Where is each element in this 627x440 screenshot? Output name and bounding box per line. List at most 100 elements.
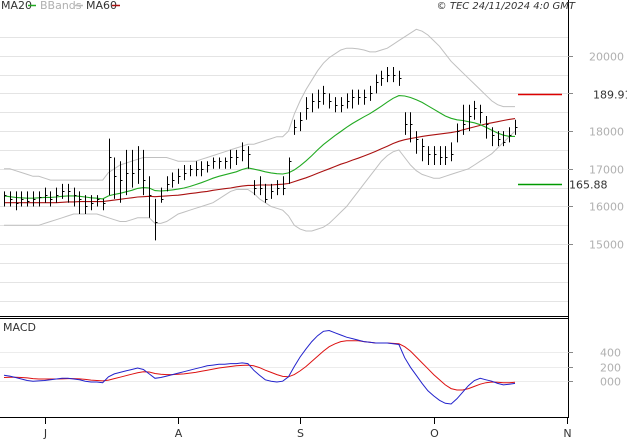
price-bar <box>294 119 297 135</box>
macd-signal-line <box>3 340 516 391</box>
resistance-label: 189.91 <box>593 89 627 102</box>
price-bar <box>387 67 390 83</box>
time-axis: JASOND <box>43 418 572 440</box>
price-bar <box>120 161 123 203</box>
price-bar <box>219 157 222 169</box>
moving-averages <box>3 95 516 204</box>
price-bar <box>399 70 402 86</box>
resistance-level: 189.91 <box>518 89 627 102</box>
price-bar <box>45 187 48 203</box>
price-bar <box>260 176 263 196</box>
price-bar <box>91 195 94 211</box>
price-bar <box>312 93 315 113</box>
price-bar <box>242 142 245 162</box>
support-level: 165.88 <box>518 179 608 192</box>
price-bar <box>62 183 65 199</box>
price-bar <box>434 146 437 165</box>
price-bar <box>323 85 326 105</box>
price-bar <box>440 146 443 165</box>
price-bar <box>480 104 483 124</box>
legend-ma20-label: MA20 <box>1 0 32 12</box>
price-bar <box>509 127 512 143</box>
price-bar <box>16 191 19 211</box>
price-bar <box>132 149 135 188</box>
price-bar <box>422 138 425 162</box>
price-bar <box>21 191 24 207</box>
price-bar <box>201 161 204 177</box>
price-bar <box>114 157 117 199</box>
price-axis-label: 17000 <box>589 164 624 177</box>
price-bar <box>416 131 419 154</box>
price-bar <box>39 191 42 207</box>
price-bar <box>306 97 309 120</box>
price-bar <box>161 187 164 203</box>
price-bar <box>155 198 158 241</box>
price-axis-label: 15000 <box>589 239 624 252</box>
price-bar <box>405 112 408 135</box>
price-bar <box>341 97 344 113</box>
macd-axis-label: 200 <box>600 362 621 375</box>
legend-ma60-label: MA60 <box>86 0 117 12</box>
price-bar <box>492 127 495 147</box>
price-bar <box>254 180 257 196</box>
price-bar <box>126 149 129 196</box>
bband-lower-line <box>4 130 516 232</box>
bollinger-bands <box>4 28 516 232</box>
price-bar <box>207 161 210 173</box>
price-axis-label: 16000 <box>589 201 624 214</box>
support-label: 165.88 <box>569 179 608 192</box>
price-bar <box>97 195 100 207</box>
price-bar <box>190 165 193 177</box>
price-axis-label: 18000 <box>589 126 624 139</box>
macd-axis-label: 000 <box>600 376 621 389</box>
price-bar <box>457 123 460 143</box>
price-bar <box>138 146 141 184</box>
macd-axis-label: 400 <box>600 347 621 360</box>
price-bar <box>143 149 146 196</box>
bband-upper-line <box>4 28 515 181</box>
price-bar <box>178 168 181 184</box>
time-axis-label: O <box>430 427 439 440</box>
price-bar <box>33 191 36 207</box>
price-bar <box>50 191 53 207</box>
macd-title: MACD <box>3 321 36 334</box>
panel-frame <box>0 0 569 418</box>
price-bar <box>283 176 286 196</box>
macd-lines <box>3 329 516 405</box>
grid <box>0 37 568 382</box>
price-bar <box>4 191 7 207</box>
price-bar <box>27 191 30 207</box>
price-bar <box>381 70 384 86</box>
time-axis-label: S <box>297 427 304 440</box>
time-axis-label: N <box>563 427 571 440</box>
price-bar <box>10 191 13 207</box>
price-bar <box>451 142 454 162</box>
price-bar <box>277 180 280 196</box>
price-bar <box>184 165 187 181</box>
price-bars <box>4 67 518 241</box>
price-bar <box>289 157 292 184</box>
price-bar <box>393 67 396 83</box>
time-axis-label: A <box>175 427 183 440</box>
price-bar <box>236 149 239 165</box>
price-bar <box>109 138 112 196</box>
price-bar <box>364 89 367 105</box>
price-bar <box>515 119 518 135</box>
price-bar <box>56 187 59 203</box>
macd-line <box>3 329 516 405</box>
price-bar <box>85 195 88 214</box>
price-bar <box>68 183 71 203</box>
price-bar <box>271 183 274 199</box>
price-bar <box>347 93 350 109</box>
price-axis: 15000 16000 17000 18000 20000 <box>568 51 624 252</box>
ma20-line <box>3 95 515 200</box>
price-bar <box>445 146 448 165</box>
price-bar <box>172 172 175 188</box>
price-bar <box>352 89 355 109</box>
price-bar <box>74 187 77 207</box>
price-bar <box>335 97 338 113</box>
legend: MA20 BBands MA60 <box>1 0 120 12</box>
